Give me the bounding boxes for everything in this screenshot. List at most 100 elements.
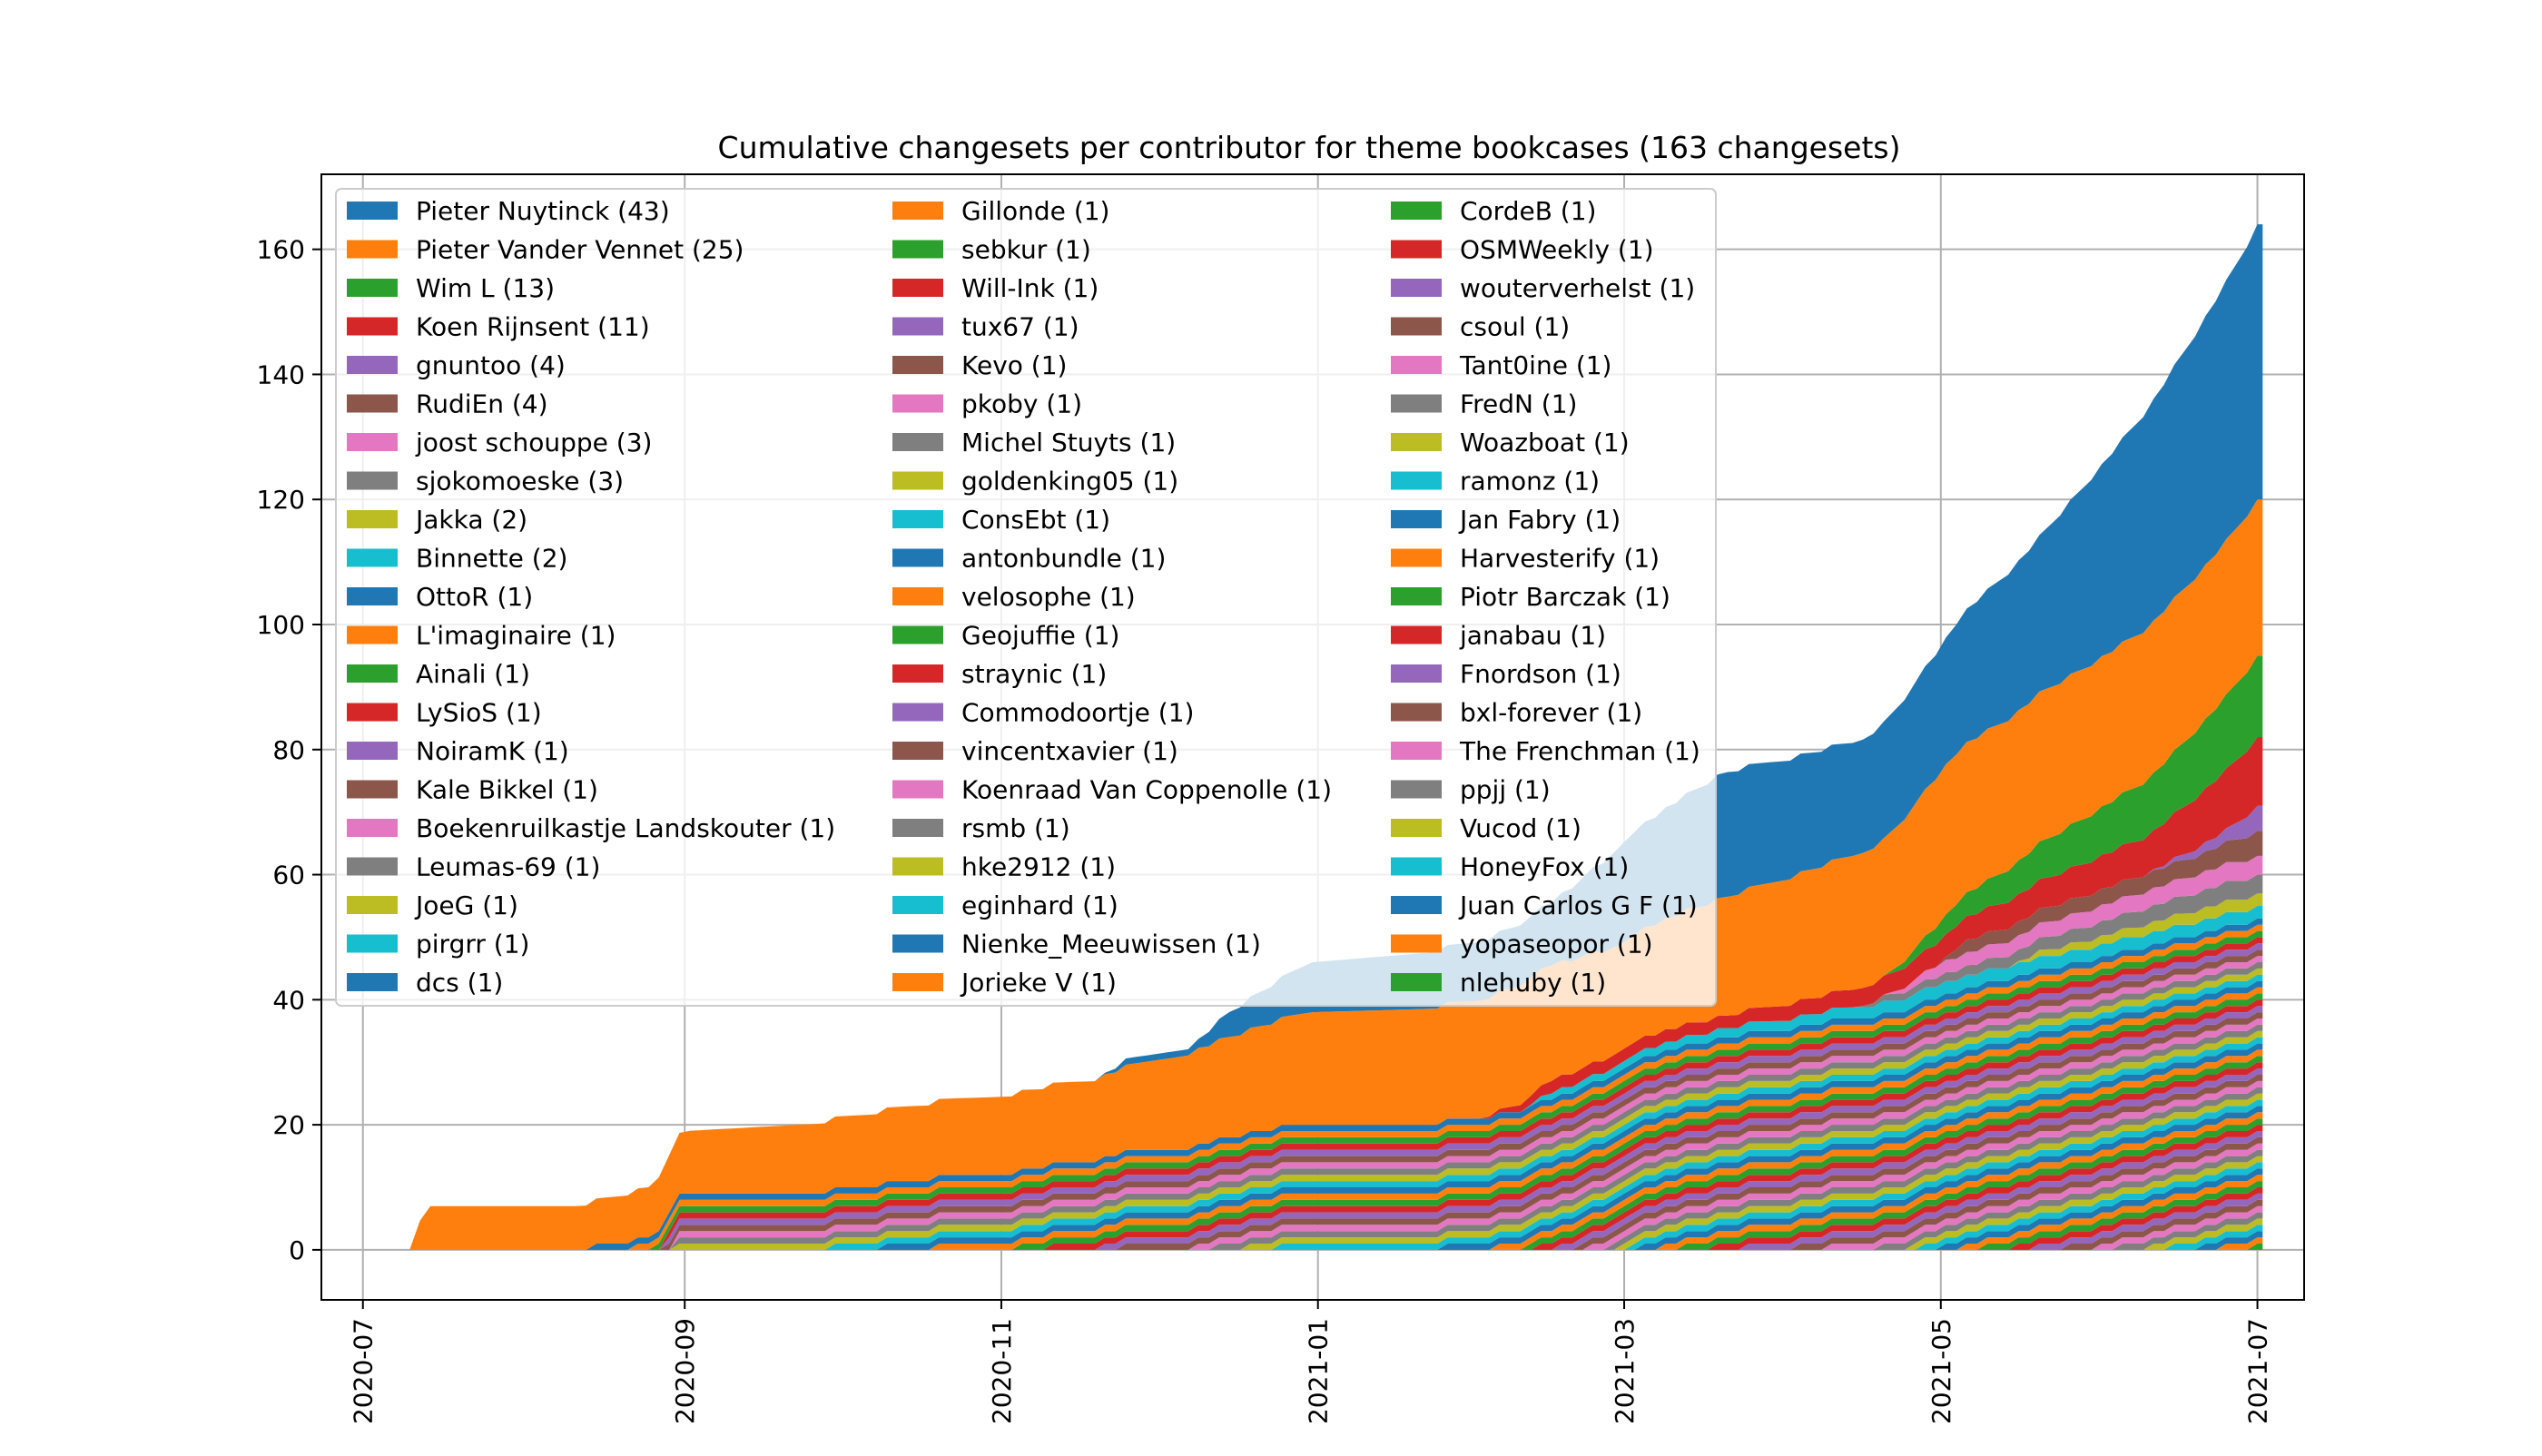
x-tick-label: 2021-05 <box>1926 1318 1956 1424</box>
legend-swatch <box>347 896 398 914</box>
legend-swatch <box>892 742 943 760</box>
legend-swatch <box>892 587 943 605</box>
legend-label: pkoby (1) <box>961 389 1082 419</box>
y-tick-label: 60 <box>272 861 305 890</box>
area-series <box>409 1106 2263 1250</box>
legend-label: Koen Rijnsent (11) <box>416 312 650 342</box>
legend-swatch <box>347 394 398 413</box>
legend-label: dcs (1) <box>416 968 503 998</box>
legend-label: csoul (1) <box>1460 312 1570 342</box>
legend-label: Juan Carlos G F (1) <box>1458 890 1698 920</box>
legend-label: nlehuby (1) <box>1460 968 1606 998</box>
legend-swatch <box>892 471 943 490</box>
legend-label: eginhard (1) <box>961 890 1118 920</box>
legend-swatch <box>892 356 943 374</box>
legend-label: RudiEn (4) <box>416 389 548 419</box>
legend-label: Jan Fabry (1) <box>1458 505 1621 535</box>
legend-label: gnuntoo (4) <box>416 350 566 380</box>
legend-label: Ainali (1) <box>416 659 530 689</box>
legend-label: HoneyFox (1) <box>1460 852 1629 882</box>
x-tick-label: 2021-01 <box>1304 1318 1334 1424</box>
legend-swatch <box>892 510 943 528</box>
x-tick-label: 2020-07 <box>349 1318 379 1424</box>
chart-title: Cumulative changesets per contributor fo… <box>718 130 1901 165</box>
legend-label: Gillonde (1) <box>961 196 1109 226</box>
legend-label: Geojuffie (1) <box>961 621 1119 651</box>
legend-label: rsmb (1) <box>961 813 1070 843</box>
legend-swatch <box>892 703 943 722</box>
legend-swatch <box>892 664 943 683</box>
legend-label: Fnordson (1) <box>1460 659 1621 689</box>
legend-label: ppjj (1) <box>1460 775 1551 805</box>
legend-swatch <box>892 934 943 953</box>
legend-swatch <box>892 857 943 876</box>
legend-swatch <box>1391 934 1442 953</box>
legend-swatch <box>347 973 398 991</box>
legend-swatch <box>347 664 398 683</box>
stacked-areas <box>409 224 2263 1250</box>
legend-label: Michel Stuyts (1) <box>961 428 1176 457</box>
legend-swatch <box>1391 510 1442 528</box>
legend-label: The Frenchman (1) <box>1459 736 1700 766</box>
x-tick-label: 2020-09 <box>670 1318 700 1424</box>
legend-swatch <box>1391 279 1442 297</box>
legend-swatch <box>1391 819 1442 837</box>
legend-swatch <box>892 433 943 451</box>
legend-swatch <box>892 625 943 644</box>
legend-label: ConsEbt (1) <box>961 505 1110 535</box>
legend-swatch <box>347 742 398 760</box>
legend-swatch <box>347 471 398 490</box>
legend-label: Boekenruilkastje Landskouter (1) <box>416 813 835 843</box>
legend-swatch <box>1391 857 1442 876</box>
legend-swatch <box>892 202 943 220</box>
legend-label: joost schouppe (3) <box>415 428 652 457</box>
legend-label: Vucod (1) <box>1460 813 1581 843</box>
legend-swatch <box>1391 780 1442 799</box>
legend-swatch <box>892 394 943 413</box>
legend-label: OSMWeekly (1) <box>1460 235 1654 265</box>
legend-label: Will-Ink (1) <box>961 273 1099 303</box>
legend-label: straynic (1) <box>961 659 1107 689</box>
legend-label: Binnette (2) <box>416 544 567 574</box>
legend-label: sebkur (1) <box>961 235 1091 265</box>
area-series <box>409 1199 2263 1250</box>
legend-label: bxl-forever (1) <box>1460 698 1642 728</box>
legend-swatch <box>892 279 943 297</box>
legend-swatch <box>347 433 398 451</box>
legend-swatch <box>347 240 398 259</box>
legend-swatch <box>1391 394 1442 413</box>
legend-swatch <box>892 240 943 259</box>
legend-label: CordeB (1) <box>1460 196 1596 226</box>
legend-swatch <box>347 703 398 722</box>
legend-swatch <box>347 202 398 220</box>
area-series <box>409 1049 2263 1250</box>
legend-swatch <box>892 780 943 799</box>
legend-label: antonbundle (1) <box>961 544 1166 574</box>
legend-label: goldenking05 (1) <box>961 467 1178 497</box>
y-tick-label: 120 <box>257 485 305 515</box>
legend-swatch <box>1391 471 1442 490</box>
area-series <box>409 224 2263 1250</box>
legend-label: Woazboat (1) <box>1460 428 1630 457</box>
y-tick-label: 100 <box>257 610 305 640</box>
plot-frame <box>320 173 2305 1301</box>
legend-label: NoiramK (1) <box>416 736 569 766</box>
legend-label: Wim L (13) <box>416 273 555 303</box>
legend-swatch <box>347 819 398 837</box>
y-tick-label: 80 <box>272 735 305 765</box>
legend-label: janabau (1) <box>1459 621 1606 651</box>
legend-label: Commodoortje (1) <box>961 698 1194 728</box>
legend-swatch <box>1391 317 1442 336</box>
legend-swatch <box>1391 240 1442 259</box>
legend-label: Kevo (1) <box>961 350 1067 380</box>
legend: Pieter Nuytinck (43) Pieter Vander Vennet… <box>335 188 1717 1007</box>
legend-label: JoeG (1) <box>414 890 518 920</box>
legend-swatch <box>347 780 398 799</box>
legend-label: Pieter Vander Vennet (25) <box>416 235 744 265</box>
legend-swatch <box>347 548 398 567</box>
legend-label: OttoR (1) <box>416 582 533 612</box>
legend-label: LySioS (1) <box>416 698 542 728</box>
legend-swatch <box>347 356 398 374</box>
